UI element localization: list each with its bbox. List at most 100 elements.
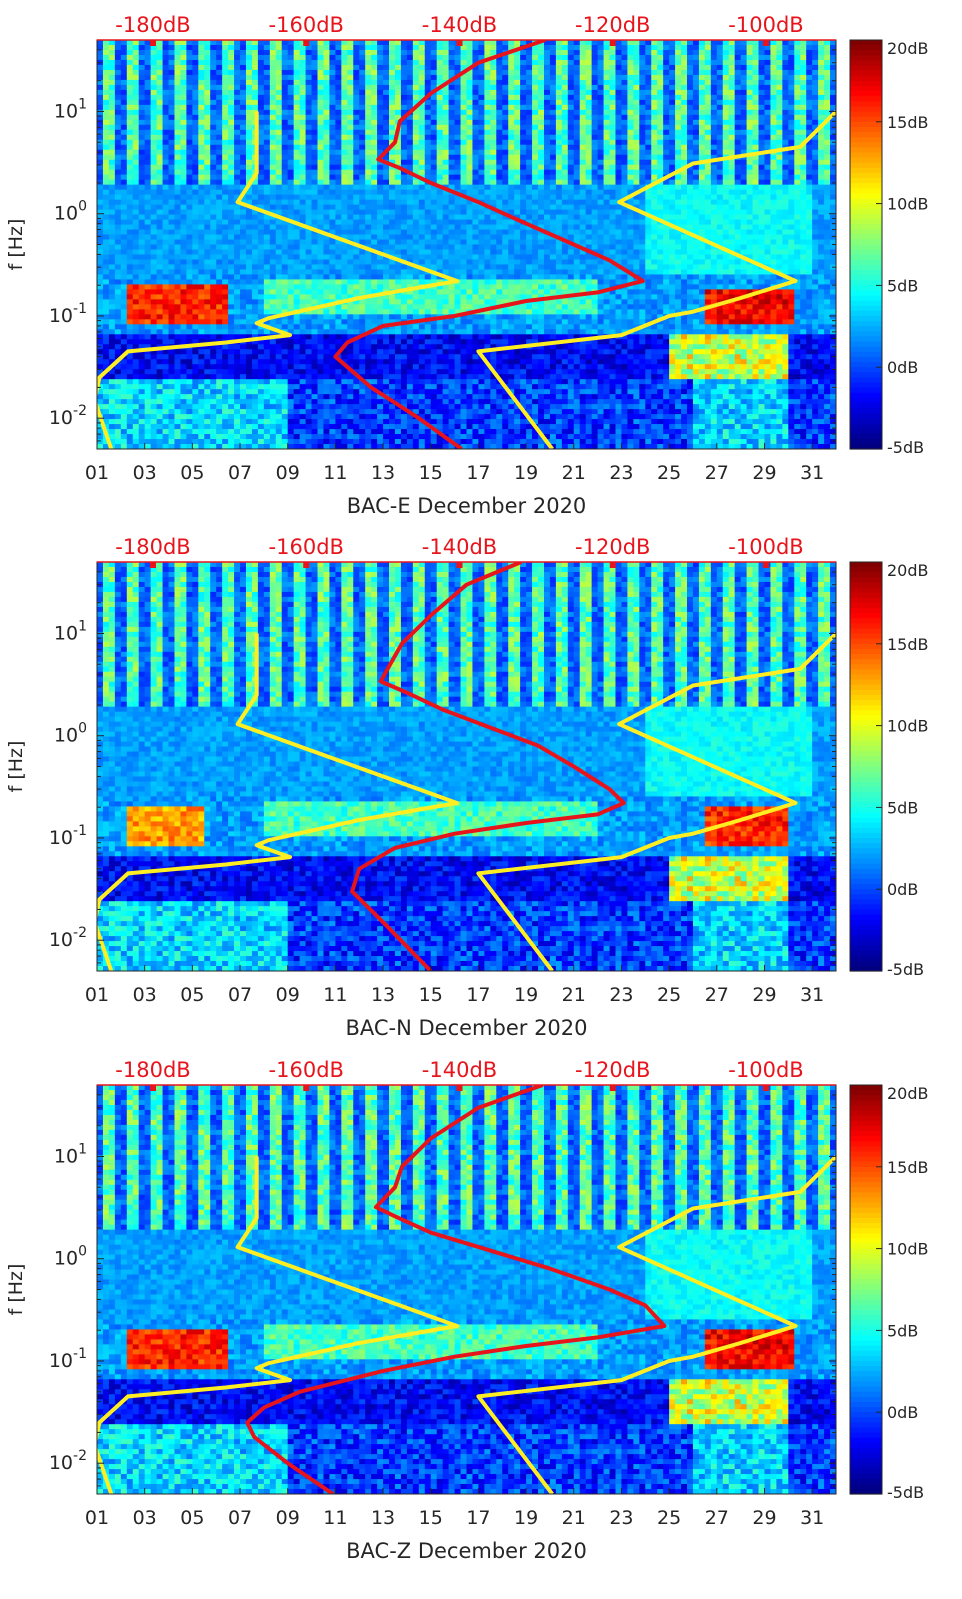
panel-1-cell [234, 109, 241, 116]
panel-1-cell [412, 359, 420, 365]
panel-1-cell [263, 149, 271, 156]
panel-1-cell [192, 339, 199, 345]
panel-1-cell [162, 404, 170, 410]
panel-1-cell [377, 159, 384, 166]
panel-1-cell [240, 409, 247, 415]
panel-1-cell [275, 294, 283, 300]
panel-1-cell [448, 389, 456, 395]
panel-1-cell [251, 304, 259, 310]
panel-1-cell [251, 249, 259, 256]
panel-1-cell [299, 59, 307, 66]
panel-1-cell [311, 144, 319, 151]
panel-1-cell [138, 40, 146, 46]
panel-1-cell [275, 444, 283, 449]
panel-1-cell [245, 159, 253, 166]
panel-1-cell [126, 329, 134, 335]
panel-1-cell [359, 359, 366, 365]
panel-1-cell [418, 389, 426, 395]
panel-1-cell [174, 279, 182, 285]
panel-1-cell [329, 209, 336, 216]
panel-1-cell [383, 249, 390, 256]
panel-1-cell [394, 134, 402, 141]
panel-1-cell [251, 294, 259, 300]
panel-1-cell [383, 104, 390, 111]
panel-1-cell [329, 304, 336, 310]
panel-1-cell [317, 164, 325, 171]
panel-1-cell [198, 144, 205, 151]
panel-1-cell [347, 124, 354, 131]
panel-1-cell [192, 219, 199, 226]
panel-1-cell [311, 369, 319, 375]
panel-1-cell [359, 264, 366, 271]
panel-1-cell [383, 214, 390, 221]
panel-1-cell [448, 344, 456, 350]
panel-1-cell [389, 394, 396, 400]
panel-1-cell [198, 339, 205, 345]
panel-1-cell [192, 319, 199, 325]
panel-1-cell [299, 414, 307, 420]
panel-1-cell [222, 379, 229, 385]
panel-1-cell [245, 394, 253, 400]
panel-1-cell [335, 179, 342, 186]
panel-1-cell [281, 179, 289, 186]
panel-1-cell [240, 40, 247, 46]
panel-1-cell [335, 74, 342, 81]
panel-1-cell [442, 104, 450, 111]
panel-1-cell [287, 234, 295, 241]
panel-1-cell [448, 149, 456, 156]
panel-1-cell [329, 54, 336, 61]
panel-1-cell [245, 429, 253, 435]
panel-1-cell [126, 104, 134, 111]
panel-1-cell [383, 99, 390, 106]
panel-1-cell [377, 164, 384, 171]
panel-1-cell [186, 369, 193, 375]
panel-1-cell [305, 134, 313, 141]
panel-1-cell [186, 74, 193, 81]
panel-1-cell [138, 69, 146, 76]
panel-1-cell [97, 229, 104, 236]
panel-1-cell [222, 94, 229, 101]
panel-1-cell [299, 329, 307, 335]
panel-1-cell [180, 99, 187, 106]
panel-1-cell [371, 234, 378, 241]
panel-1-cell [389, 439, 396, 445]
panel-1-cell [365, 149, 372, 156]
panel-1-cell [180, 189, 187, 196]
panel-1-cell [108, 279, 116, 285]
panel-1-cell [383, 279, 390, 285]
panel-1-cell [162, 249, 170, 256]
panel-1-cell [448, 139, 456, 146]
panel-1-cell [406, 194, 414, 201]
panel-1-cell [222, 104, 229, 111]
panel-1-cell [442, 139, 450, 146]
panel-1-cell [186, 174, 193, 181]
panel-1-cell [377, 254, 384, 261]
panel-1-cell [359, 239, 366, 246]
panel-1-cell [186, 434, 193, 440]
panel-1-cell [371, 254, 378, 261]
panel-1-cell [216, 189, 223, 196]
panel-1-cell [335, 384, 342, 390]
panel-1-cell [448, 429, 456, 435]
panel-1-cell [192, 324, 199, 330]
panel-1-cell [299, 109, 307, 116]
panel-1-cell [186, 269, 193, 276]
panel-1-cell [347, 419, 354, 425]
panel-1-cell [281, 299, 289, 305]
panel-1-cell [365, 74, 372, 81]
panel-1-cell [222, 279, 229, 285]
panel-1-cell [412, 119, 420, 126]
panel-1-cell [150, 144, 158, 151]
panel-1-cell [335, 129, 342, 136]
panel-1-cell [192, 309, 199, 315]
panel-1-cell [222, 324, 229, 330]
panel-1-cell [317, 209, 325, 216]
panel-1-cell [389, 274, 396, 281]
panel-1-cell [174, 434, 182, 440]
panel-1-cell [162, 114, 170, 121]
panel-1-cell [305, 394, 313, 400]
panel-1-cell [210, 329, 217, 335]
panel-1-cell [377, 399, 384, 405]
panel-1-cell [97, 424, 104, 430]
panel-1-cell [168, 364, 176, 370]
